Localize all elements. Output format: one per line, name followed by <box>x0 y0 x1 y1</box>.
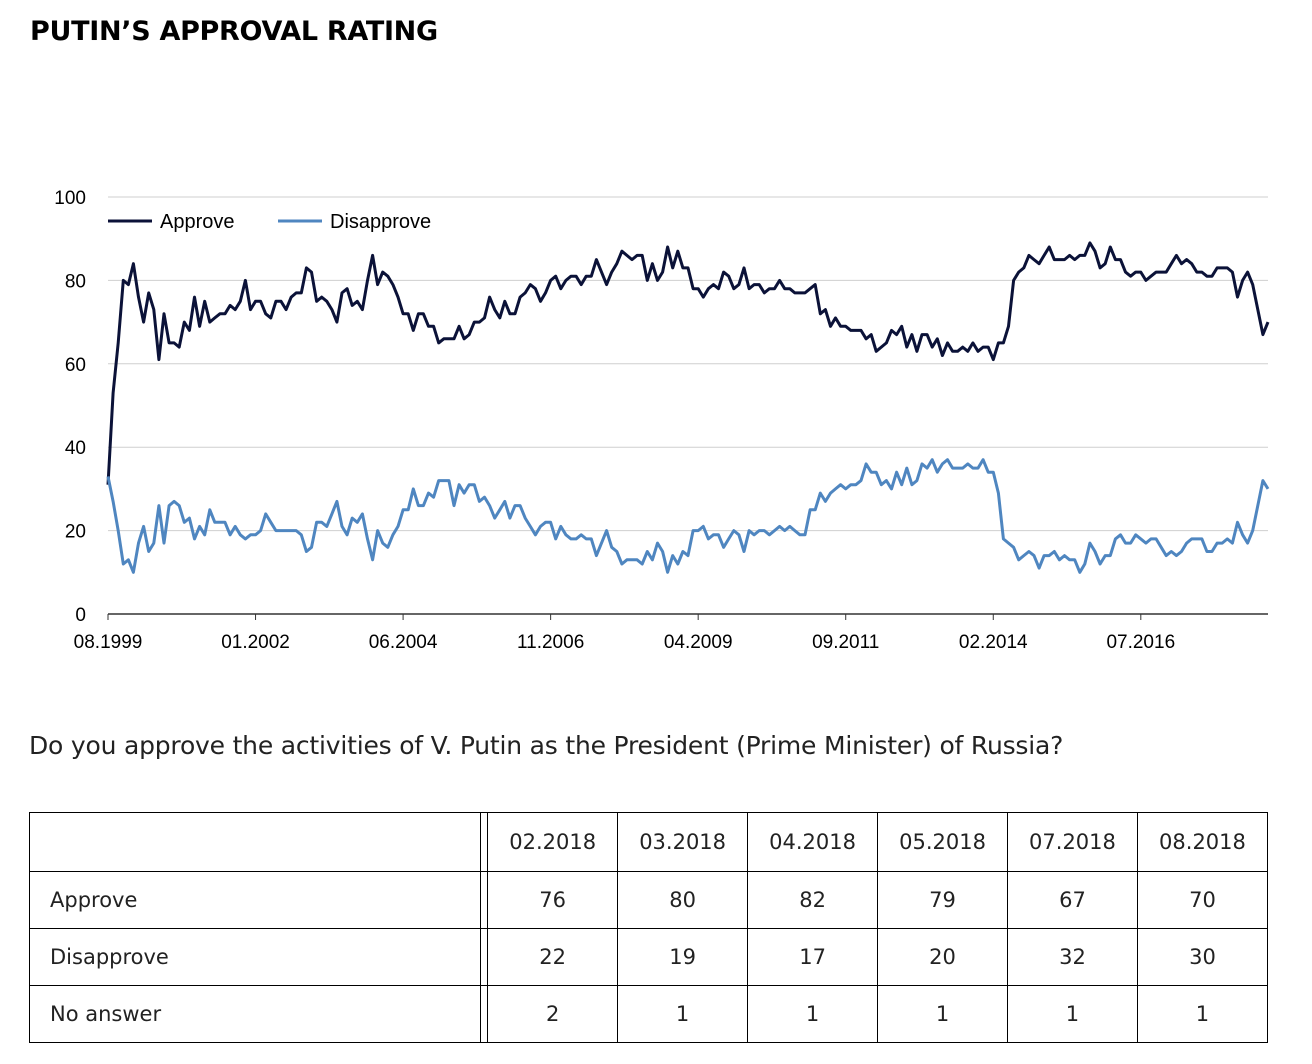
table-cell: 82 <box>747 871 879 929</box>
legend-label-disapprove: Disapprove <box>330 211 431 233</box>
legend-label-approve: Approve <box>160 211 235 233</box>
table-cell: 80 <box>617 871 749 929</box>
row-label: Disapprove <box>28 928 482 986</box>
table-cell: 30 <box>1136 928 1269 986</box>
table-cell: 22 <box>487 928 619 986</box>
survey-question: Do you approve the activities of V. Puti… <box>29 731 1064 760</box>
y-tick-label: 60 <box>65 355 86 376</box>
series-lines <box>106 241 1270 574</box>
spacer-cell <box>480 985 489 1043</box>
column-header: 08.2018 <box>1136 812 1269 872</box>
table-cell: 79 <box>877 871 1008 929</box>
table-cell: 1 <box>1007 985 1138 1043</box>
table-cell: 1 <box>747 985 879 1043</box>
table-cell: 1 <box>877 985 1008 1043</box>
chart-legend: Approve Disapprove <box>108 211 431 233</box>
y-tick-label: 100 <box>54 188 86 209</box>
table-cell: 70 <box>1136 871 1269 929</box>
table-row-no-answer: No answer 2 1 1 1 1 1 <box>28 985 1269 1043</box>
column-header: 02.2018 <box>487 812 619 872</box>
y-tick-label: 80 <box>65 271 86 292</box>
column-header: 03.2018 <box>617 812 749 872</box>
y-tick-label: 40 <box>65 438 86 459</box>
table-row-disapprove: Disapprove 22 19 17 20 32 30 <box>28 928 1269 986</box>
series-line-approve <box>106 241 1270 485</box>
table-cell: 76 <box>487 871 619 929</box>
x-tick-label: 06.2004 <box>369 632 438 653</box>
series-line-disapprove <box>106 458 1270 574</box>
table-cell: 67 <box>1007 871 1138 929</box>
row-label: Approve <box>28 871 482 929</box>
table-cell: 1 <box>617 985 749 1043</box>
spacer-cell <box>480 871 489 929</box>
table-cell: 32 <box>1007 928 1138 986</box>
table-cell: 1 <box>1136 985 1269 1043</box>
x-tick-label: 01.2002 <box>221 632 290 653</box>
table-cell: 20 <box>877 928 1008 986</box>
column-header: 07.2018 <box>1007 812 1138 872</box>
results-table: 02.2018 03.2018 04.2018 05.2018 07.2018 … <box>28 812 1269 1043</box>
chart-grid <box>108 196 1268 615</box>
table-cell: 19 <box>617 928 749 986</box>
table-cell: 2 <box>487 985 619 1043</box>
x-tick-label: 11.2006 <box>517 632 584 653</box>
table-header-row: 02.2018 03.2018 04.2018 05.2018 07.2018 … <box>28 812 1269 872</box>
header-spacer-cell <box>480 812 489 872</box>
column-header: 05.2018 <box>877 812 1008 872</box>
x-tick-label: 09.2011 <box>812 632 879 653</box>
spacer-cell <box>480 928 489 986</box>
x-tick-label: 07.2016 <box>1106 632 1175 653</box>
header-blank-cell <box>28 812 482 872</box>
column-header: 04.2018 <box>747 812 879 872</box>
y-axis-ticks: 0 20 40 60 80 100 <box>54 188 86 626</box>
page-title: PUTIN’S APPROVAL RATING <box>30 16 438 47</box>
table-cell: 17 <box>747 928 879 986</box>
x-tick-label: 04.2009 <box>664 632 733 653</box>
table-row-approve: Approve 76 80 82 79 67 70 <box>28 871 1269 929</box>
x-tick-label: 02.2014 <box>959 632 1028 653</box>
x-tick-label: 08.1999 <box>74 632 143 653</box>
y-tick-label: 0 <box>75 605 86 626</box>
x-axis-ticks: 08.1999 01.2002 06.2004 11.2006 04.2009 09.20… <box>74 614 1175 653</box>
approval-line-chart: 0 20 40 60 80 100 08.1999 01.2002 06.2004 11.200… <box>54 188 1270 653</box>
row-label: No answer <box>28 985 482 1043</box>
y-tick-label: 20 <box>65 522 86 543</box>
